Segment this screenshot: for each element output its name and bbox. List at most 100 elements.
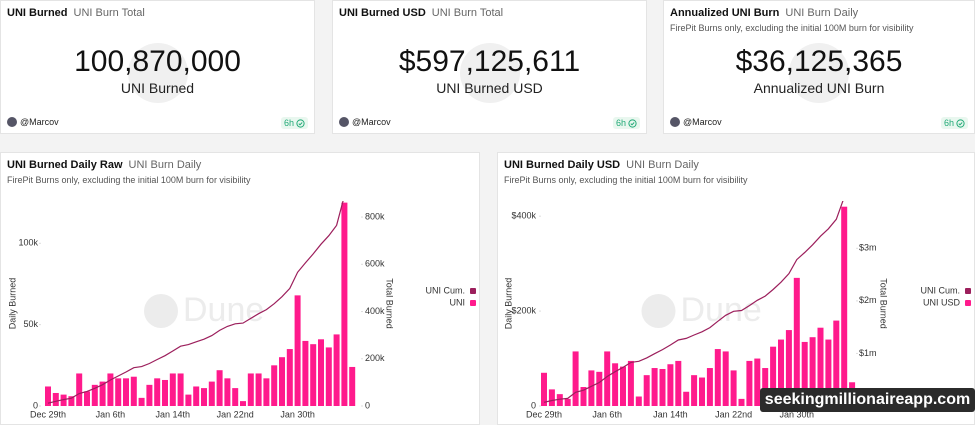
logo-watermark [127,43,188,103]
y-tick-label: 0 [531,400,536,410]
y2-tick-label: 600k [365,259,385,269]
bar [52,392,59,406]
author-name[interactable]: @Marcov [20,117,59,127]
bar [667,364,674,406]
bar [154,378,161,406]
bar [548,389,555,406]
y2-tick-label: 200k [365,353,385,363]
check-icon [956,118,965,128]
bar [185,394,192,406]
site-watermark: seekingmillionaireapp.com [760,388,975,412]
card-title: Annualized UNI Burn [670,7,780,19]
counter-label: UNI Burned [120,80,195,96]
bar [263,378,270,406]
card-subtitle: UNI Burn Total [73,7,145,19]
bar [341,202,348,406]
card-header: UNI Burned USD UNI Burn Total [339,7,503,19]
bar [232,388,239,406]
bar [564,398,571,406]
y2-tick-label: $3m [859,243,877,253]
author[interactable]: @Marcov [7,117,59,127]
bar [691,375,698,406]
card-subtitle: UNI Burn Total [431,7,504,19]
counter-card[interactable]: Annualized UNI Burn UNI Burn Daily FirePi… [663,0,975,134]
x-tick-label: Dec 29th [30,409,66,419]
bar [130,376,137,406]
bar [68,396,75,406]
chart-description: FirePit Burns only, excluding the initia… [504,175,748,185]
age-text: 6h [943,118,954,128]
counter-card[interactable]: UNI Burned UNI Burn Total 100,870,000 UNI… [0,0,315,134]
bar [651,368,658,406]
chart-subtitle: UNI Burn Daily [626,159,699,171]
bar [302,340,309,406]
x-tick-label: Jan 14th [653,409,688,419]
card-subtitle: UNI Burn Daily [785,7,859,19]
bar [833,320,840,406]
plot [45,201,356,406]
check-icon [628,118,637,128]
legend-marker [470,288,476,294]
bar [778,339,784,406]
chart-title: UNI Burned Daily USD [504,159,621,171]
chart-card[interactable]: Dune 0 50k 100k 0 200k 400k 600k 800k Dec 29th Jan… [0,152,480,425]
bar [325,347,332,406]
bar [318,339,324,406]
bar [620,366,626,406]
card-header: UNI Burned UNI Burn Total [7,7,145,19]
counter-label: UNI Burned USD [436,80,543,96]
bar [730,370,737,406]
bar [294,295,301,406]
bar [123,378,129,406]
bar [224,378,231,406]
author-name[interactable]: @Marcov [683,117,722,127]
y-axis-title: Daily Burned [503,278,513,330]
cumulative-line [543,201,844,403]
y2-tick-label: 0 [365,400,370,410]
author[interactable]: @Marcov [670,117,722,127]
chart-card[interactable]: Dune 0 $200k $400k $1m $2m $3m Dec 29th Jan 6th J… [497,152,975,425]
logo-watermark [459,43,520,103]
bar [310,344,317,406]
author[interactable]: @Marcov [339,117,391,127]
legend-label: UNI USD [923,297,961,307]
author-name[interactable]: @Marcov [352,117,391,127]
card-header: UNI Burned Daily USD UNI Burn Daily [504,159,699,171]
cumulative-line [47,201,344,404]
bar [247,373,254,406]
y-axis-title: Daily Burned [7,278,17,330]
bar [169,373,176,406]
y-tick-label: 50k [23,319,38,329]
bar [706,368,713,406]
counter-value: 100,870,000 [74,45,241,78]
y2-axis-title: Total Burned [385,278,395,329]
bar [193,386,200,406]
bar [714,349,721,406]
bar [785,330,792,406]
bar [76,373,83,406]
bar [699,377,705,406]
bar [675,360,682,406]
check-icon [296,118,305,128]
bar [809,337,816,406]
chart-description: FirePit Burns only, excluding the initia… [7,175,251,185]
bar [841,206,848,406]
chart-watermark: Dune [183,291,264,329]
legend-label: UNI Cum. [920,285,960,295]
bar [138,397,145,406]
bar [604,351,611,406]
counter-card[interactable]: UNI Burned USD UNI Burn Total $597,125,61… [332,0,647,134]
y-tick-label: $200k [511,305,536,315]
bar [216,370,223,406]
age-badge: 6h [612,117,640,129]
plot [541,201,856,406]
counter-value: $36,125,365 [735,45,903,78]
age-badge: 6h [940,117,968,129]
y-tick-label: 100k [18,238,38,248]
logo-watermark [144,294,178,328]
bar [99,381,106,406]
bar [286,349,293,406]
bar [333,334,340,406]
age-badge: 6h [280,117,308,129]
x-tick-label: Jan 6th [592,409,622,419]
